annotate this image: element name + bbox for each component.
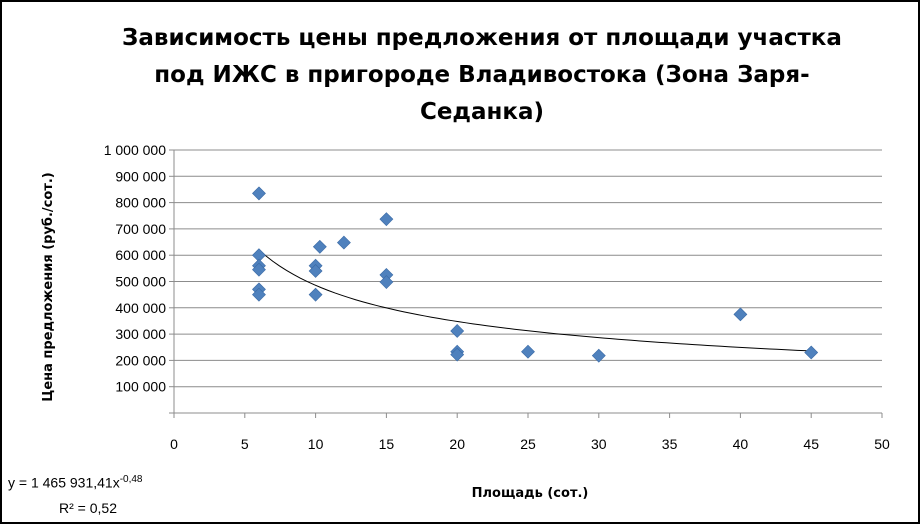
data-point [450,324,465,338]
x-tick-labels: 0 5 10 15 20 25 30 35 40 45 50 [170,436,890,452]
x-tick-label: 40 [733,436,749,452]
data-point [450,347,465,362]
chart-title: Зависимость цены предложения от площади … [122,20,842,131]
data-point [733,307,748,322]
trendline-equation-base: y = 1 465 931,41x [8,474,120,491]
axes [173,150,883,418]
y-tick-label: 500 000 [115,274,166,290]
x-axis-title: Площадь (сот.) [472,486,589,501]
data-point [591,348,606,363]
data-point [379,275,394,289]
data-points [252,186,819,363]
data-point [804,345,819,360]
x-tick-label: 30 [591,436,607,452]
data-point [379,212,394,227]
x-tick-label: 20 [449,436,465,452]
data-point [336,235,351,250]
data-point [252,287,266,302]
trendline-r-squared: R² = 0,52 [59,500,117,516]
y-tick-label: 100 000 [115,379,166,395]
data-point [308,287,323,302]
data-point [521,344,535,359]
data-point [308,264,323,278]
data-point [312,239,327,254]
y-tick-labels: 100 000 200 000 300 000 400 000 500 000 600 0… [104,142,167,395]
x-tick-label: 25 [520,436,536,452]
x-tick-label: 45 [803,436,819,452]
gridlines [169,149,882,414]
y-tick-label: 800 000 [115,195,166,211]
y-tick-label: 900 000 [115,168,166,184]
y-axis-title: Цена предложения (руб./сот.) [41,172,56,401]
x-tick-label: 50 [874,436,890,452]
power-trendline [258,249,812,352]
data-point [252,186,266,201]
chart-title-line-1: Зависимость цены предложения от площади … [122,25,842,51]
trendline-equation-exponent: -0,48 [119,474,143,485]
x-tick-label: 35 [662,436,678,452]
x-tick-label: 0 [170,436,178,452]
y-tick-label: 400 000 [115,300,166,316]
y-tick-label: 600 000 [115,247,166,263]
x-tick-label: 15 [379,436,395,452]
trendline-equation: y = 1 465 931,41x-0,48 [8,474,143,491]
chart-title-line-2: под ИЖС в пригороде Владивостока (Зона З… [154,62,810,88]
chart-title-line-3: Седанка) [419,99,545,125]
y-tick-label: 200 000 [115,352,166,368]
x-tick-label: 5 [241,436,249,452]
data-point [252,262,266,277]
y-tick-label: 300 000 [115,326,166,342]
y-tick-label: 1 000 000 [104,142,166,158]
y-tick-label: 700 000 [115,221,166,237]
x-tick-label: 10 [308,436,324,452]
